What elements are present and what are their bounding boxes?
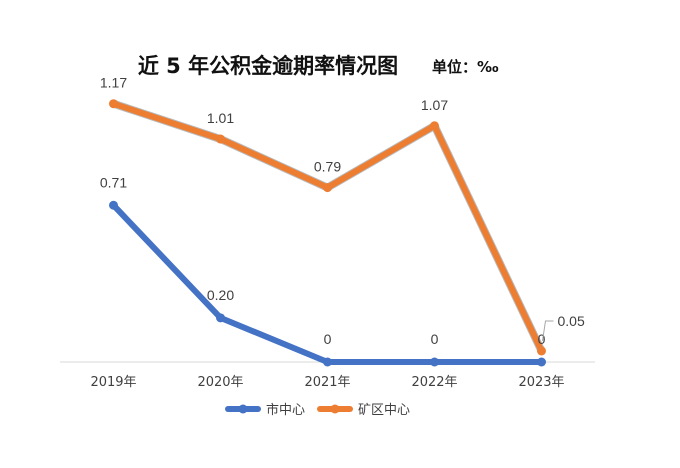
data-label: 0	[324, 331, 332, 347]
data-label: 0.05	[558, 313, 585, 329]
legend: 市中心 矿区中心	[225, 402, 410, 418]
series-line-kuangquzhongxin	[110, 100, 545, 354]
legend-label: 市中心	[266, 402, 305, 418]
data-point	[537, 346, 546, 356]
unit-label: 单位：‰	[432, 58, 499, 76]
data-point	[216, 313, 225, 323]
x-tick-label: 2023年	[518, 375, 564, 390]
data-label: 1.07	[421, 97, 448, 113]
chart-title: 近 5 年公积金逾期率情况图	[138, 54, 398, 78]
data-point	[537, 357, 546, 367]
x-tick-label: 2019年	[90, 375, 136, 390]
legend-label: 矿区中心	[358, 403, 410, 418]
data-label: 0	[538, 331, 546, 347]
series-line-shadow	[109, 99, 546, 355]
x-tick-label: 2022年	[411, 375, 457, 390]
data-label: 1.17	[100, 75, 127, 91]
data-label: 0.71	[100, 174, 127, 190]
x-tick-label: 2020年	[197, 375, 243, 390]
data-label: 0	[431, 331, 439, 347]
data-label-leader	[542, 320, 554, 342]
data-point	[430, 121, 439, 131]
data-label: 0.79	[314, 159, 341, 175]
data-point	[109, 200, 118, 210]
data-point	[216, 134, 225, 144]
x-tick-label: 2021年	[304, 375, 350, 390]
plot-area: 2019年 2020年 2021年 2022年 2023年 0.71 0.20 0 0 0 1.17…	[60, 75, 595, 390]
data-point	[109, 99, 118, 109]
data-point	[323, 357, 332, 367]
data-label: 1.01	[207, 110, 234, 126]
legend-marker	[330, 404, 340, 414]
data-label: 0.20	[207, 287, 234, 303]
data-point	[323, 183, 332, 193]
data-point	[430, 357, 439, 367]
legend-marker	[238, 404, 248, 414]
